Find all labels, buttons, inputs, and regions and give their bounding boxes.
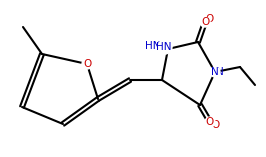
Text: O: O xyxy=(83,59,91,69)
Text: N: N xyxy=(211,67,219,77)
Text: N: N xyxy=(216,67,224,77)
Text: O: O xyxy=(83,59,92,69)
Text: O: O xyxy=(206,117,214,127)
Text: O: O xyxy=(211,120,219,130)
Circle shape xyxy=(158,40,172,54)
Circle shape xyxy=(82,59,92,69)
Text: HN: HN xyxy=(156,42,172,52)
Text: O: O xyxy=(206,14,214,24)
Circle shape xyxy=(210,67,220,77)
Circle shape xyxy=(205,117,215,127)
Circle shape xyxy=(200,17,210,27)
Text: HN: HN xyxy=(144,41,160,51)
Text: O: O xyxy=(201,17,209,27)
